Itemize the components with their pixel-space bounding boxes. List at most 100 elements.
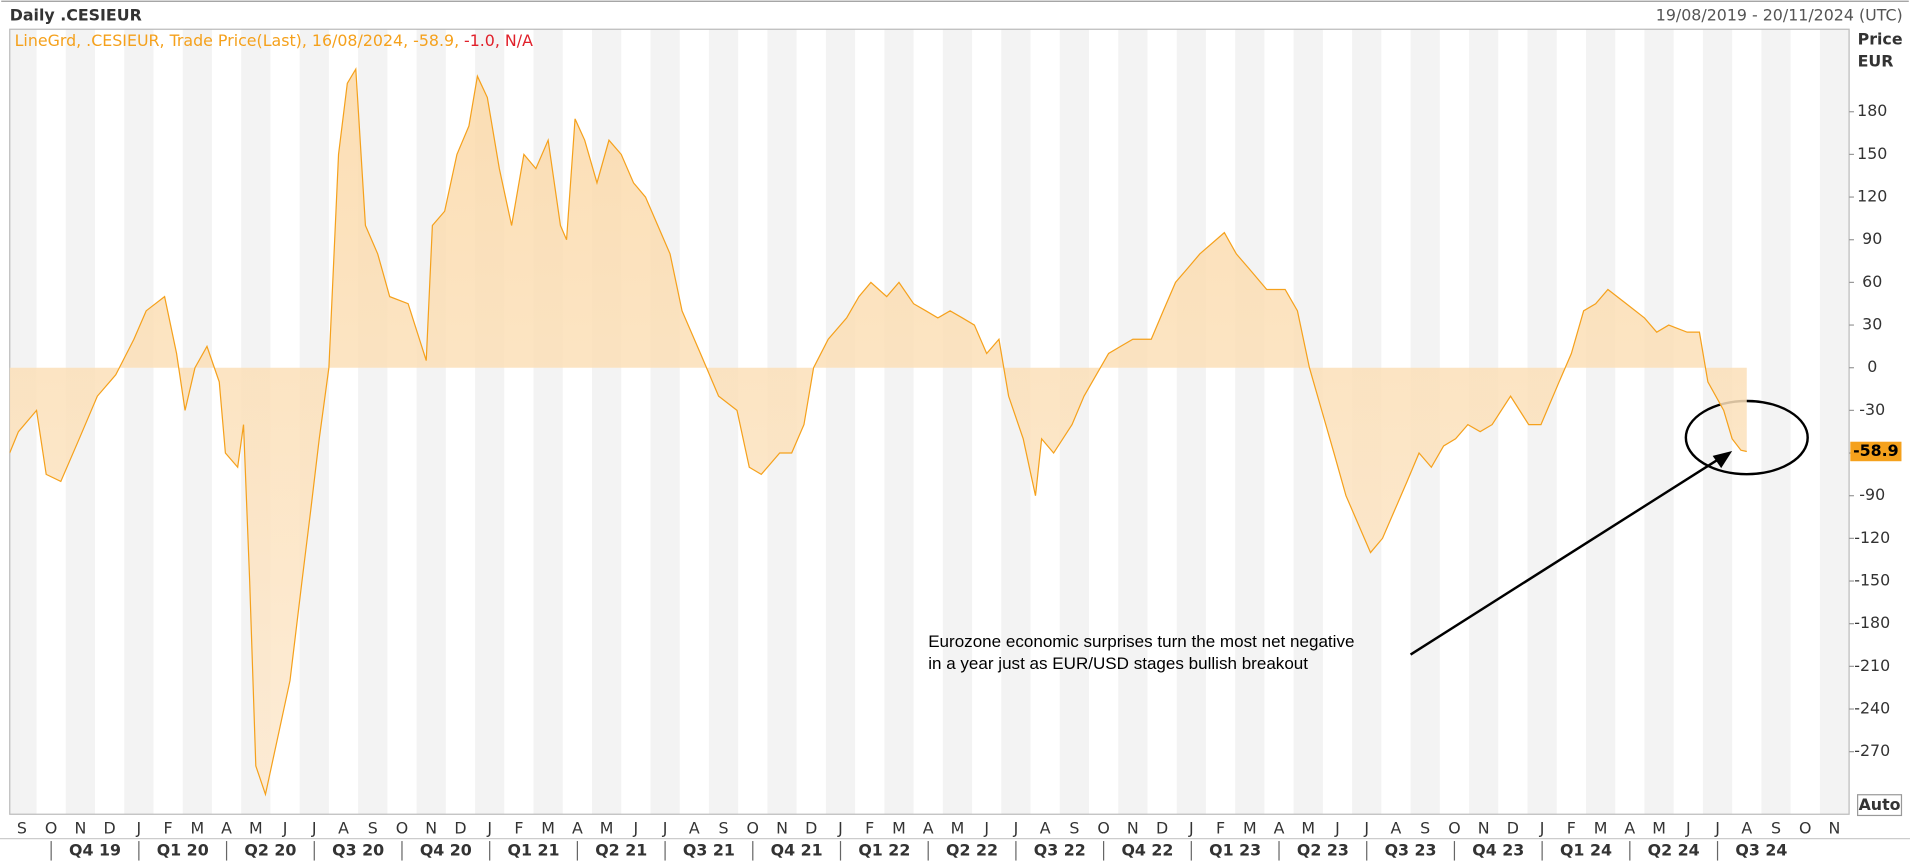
x-tick-label: F [865, 818, 874, 837]
y-tick-label: 180 [1857, 101, 1887, 120]
x-tick-label: J [1363, 818, 1369, 837]
x2-tick-label: Q2 22 [946, 840, 998, 859]
month-band [1644, 29, 1674, 815]
month-band [1235, 29, 1265, 815]
x-tick-label: D [1507, 818, 1519, 837]
x2-tick-label: Q3 24 [1735, 840, 1787, 859]
x-tick-label: A [1040, 818, 1051, 837]
x-tick-label: O [1448, 818, 1460, 837]
x2-tick-label: Q4 20 [420, 840, 472, 859]
x2-tick-label: Q1 22 [858, 840, 910, 859]
y-tick-label: -30 [1859, 400, 1885, 419]
x2-tick-label: Q3 20 [332, 840, 384, 859]
month-band [708, 29, 739, 815]
x2-tick-label: Q2 24 [1648, 840, 1700, 859]
y-tick-label: -180 [1854, 613, 1890, 632]
x-tick-label: F [1567, 818, 1576, 837]
x-tick-label: J [633, 818, 639, 837]
month-band [650, 29, 680, 815]
y-tick-label: -90 [1859, 485, 1885, 504]
x2-tick-label: Q3 22 [1034, 840, 1086, 859]
x-tick-label: J [282, 818, 288, 837]
x2-tick-label: Q4 21 [771, 840, 823, 859]
y-tick-label: 120 [1857, 187, 1887, 206]
x-tick-label: M [1301, 818, 1315, 837]
x2-tick-label: Q1 21 [508, 840, 560, 859]
auto-button-label[interactable]: Auto [1859, 795, 1901, 814]
x-tick-label: O [1799, 818, 1811, 837]
x2-tick-label: Q2 20 [244, 840, 296, 859]
auto-button[interactable] [1857, 794, 1903, 817]
last-value-tag [1850, 441, 1902, 462]
x-tick-label: A [1624, 818, 1635, 837]
x-tick-label: J [136, 818, 142, 837]
x2-tick-label: Q3 23 [1385, 840, 1437, 859]
axis-title: Price [1858, 30, 1903, 49]
x-tick-label: J [837, 818, 843, 837]
x-tick-label: J [1539, 818, 1545, 837]
month-band [942, 29, 973, 815]
x-tick-label: N [1478, 818, 1490, 837]
x-tick-label: S [17, 818, 27, 837]
month-band [1761, 29, 1791, 815]
x-tick-label: M [600, 818, 614, 837]
x-tick-label: A [1741, 818, 1752, 837]
x-tick-label: S [1069, 818, 1079, 837]
x-tick-label: M [249, 818, 263, 837]
axis-title: EUR [1858, 52, 1894, 71]
month-band [825, 29, 856, 815]
x2-tick-label: Q1 23 [1209, 840, 1261, 859]
arrow-head [1712, 451, 1733, 469]
x2-tick-label: Q4 19 [69, 840, 121, 859]
x2-tick-label: Q3 21 [683, 840, 735, 859]
y-tick-label: 90 [1862, 229, 1882, 248]
y-tick-label: -210 [1854, 656, 1890, 675]
month-band [124, 29, 154, 815]
x-tick-label: A [338, 818, 349, 837]
x2-tick-label: Q2 23 [1297, 840, 1349, 859]
month-band [358, 29, 388, 815]
x-tick-label: M [541, 818, 555, 837]
month-band [182, 29, 212, 815]
y-tick-label: -240 [1854, 699, 1890, 718]
legend-text: LineGrd, .CESIEUR, Trade Price(Last), 16… [15, 31, 460, 50]
annotation-arrow [1409, 457, 1721, 656]
x2-tick-label: Q4 23 [1472, 840, 1524, 859]
x-tick-label: D [454, 818, 466, 837]
x-tick-label: A [1391, 818, 1402, 837]
y-tick-label: -150 [1854, 571, 1890, 590]
x-tick-label: F [514, 818, 523, 837]
x-tick-label: D [805, 818, 817, 837]
y-tick-label: 30 [1862, 315, 1882, 334]
x2-tick-label: Q1 24 [1560, 840, 1612, 859]
x-tick-label: A [1274, 818, 1285, 837]
month-band [1293, 29, 1323, 815]
x-tick-label: J [1013, 818, 1019, 837]
x-tick-label: N [74, 818, 86, 837]
annotation: in a year just as EUR/USD stages bullish… [928, 654, 1308, 673]
month-band [416, 29, 446, 815]
x-tick-label: D [1156, 818, 1168, 837]
x-tick-label: D [104, 818, 116, 837]
x-tick-label: J [983, 818, 989, 837]
x-tick-label: O [396, 818, 408, 837]
y-tick-label: 150 [1857, 144, 1887, 163]
month-band [1118, 29, 1148, 815]
series-line [9, 67, 1747, 797]
x-tick-label: J [311, 818, 317, 837]
y-tick-label: -270 [1854, 741, 1890, 760]
x2-tick-label: Q1 20 [157, 840, 209, 859]
x2-tick-label: Q2 21 [595, 840, 647, 859]
month-band [884, 29, 914, 815]
x2-tick-label: Q4 22 [1121, 840, 1173, 859]
last-value-label: -58.9 [1853, 441, 1899, 460]
x-tick-label: S [368, 818, 378, 837]
x-tick-label: A [689, 818, 700, 837]
x-tick-label: O [45, 818, 57, 837]
header-title: Daily .CESIEUR [10, 5, 142, 24]
x-tick-label: J [1334, 818, 1340, 837]
y-tick-label: 0 [1867, 357, 1877, 376]
annotation: Eurozone economic surprises turn the mos… [928, 632, 1354, 651]
